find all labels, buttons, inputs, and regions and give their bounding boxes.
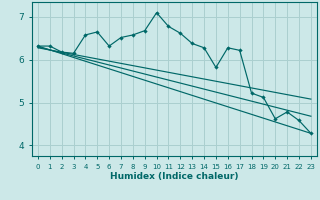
X-axis label: Humidex (Indice chaleur): Humidex (Indice chaleur)	[110, 172, 239, 181]
